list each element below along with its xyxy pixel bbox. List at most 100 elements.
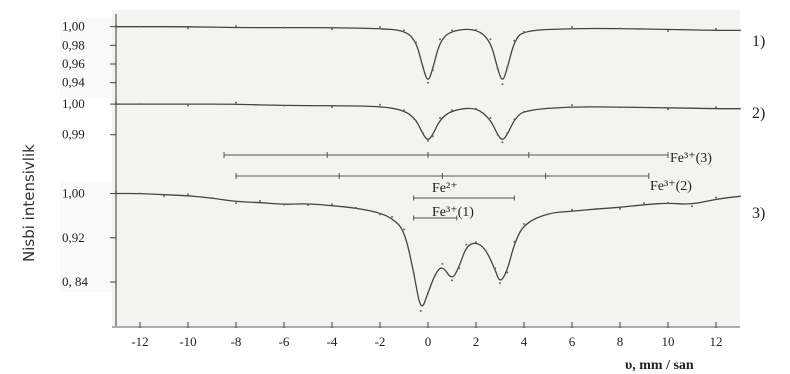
spectrum-3-point: [434, 274, 437, 277]
spectrum-1-point: [506, 66, 509, 69]
x-axis-label: υ, mm / san: [625, 358, 694, 373]
spectrum-3-point: [187, 193, 189, 196]
spectrum-2-point: [739, 107, 741, 110]
spectrum-3-point: [484, 249, 487, 252]
spectrum-2-point: [513, 118, 516, 121]
spectrum-1-point: [235, 25, 237, 28]
x-tick-label: -2: [375, 334, 386, 349]
spectrum-3-point: [547, 213, 549, 216]
spectrum-2-point: [715, 106, 717, 109]
spectrum-3-point: [595, 208, 597, 210]
ytick-panel-1: [60, 18, 112, 98]
y-tick-label: 0, 84: [62, 274, 89, 289]
y-tick-label: 0,92: [62, 230, 85, 245]
spectrum-1-point: [431, 69, 434, 72]
spectrum-1-point: [715, 27, 717, 30]
spectrum-1-point: [523, 30, 525, 33]
spectrum-2-point: [427, 139, 429, 142]
x-tick-label: 12: [710, 334, 723, 349]
spectrum-3-point: [494, 267, 497, 270]
spectrum-3-point: [499, 282, 501, 285]
spectrum-3-point: [715, 196, 717, 199]
spectrum-1-point: [331, 28, 333, 31]
x-tick-label: -12: [131, 334, 148, 349]
spectrum-1-label: 1): [752, 33, 765, 50]
spectrum-3-point: [441, 262, 444, 265]
spectrum-1-point: [475, 29, 477, 31]
spectrum-1-point: [501, 83, 504, 86]
spectrum-2-point: [667, 108, 669, 111]
spectrum-2-point: [451, 109, 453, 112]
spectrum-3-point: [259, 199, 261, 202]
y-tick-label: 0,96: [62, 56, 85, 71]
annotation-label: Fe³⁺(2): [650, 179, 692, 194]
spectrum-1-point: [422, 66, 425, 69]
x-tick-label: 6: [569, 334, 576, 349]
annotation-label: Fe³⁺(1): [432, 205, 474, 220]
spectrum-1-point: [379, 26, 381, 28]
spectrum-3-point: [739, 195, 741, 198]
spectrum-2-point: [506, 132, 509, 135]
spectrum-3-point: [412, 271, 415, 274]
spectrum-2-line: [116, 103, 740, 140]
spectrum-2-point: [235, 101, 237, 104]
x-tick-label: 10: [662, 334, 675, 349]
spectrum-3-point: [619, 207, 621, 210]
spectrum-2-point: [571, 104, 573, 107]
spectrum-3-point: [691, 205, 693, 208]
ytick-panel-3: [60, 182, 112, 292]
spectrum-1-point: [403, 29, 405, 32]
spectrum-2-point: [501, 141, 504, 144]
spectrum-3-point: [506, 271, 509, 274]
spectrum-3-point: [115, 191, 117, 193]
spectrum-2-point: [489, 116, 492, 119]
spectrum-3-point: [307, 204, 309, 206]
x-tick-label: 4: [521, 334, 528, 349]
x-tick-label: -6: [279, 334, 290, 349]
spectrum-3-point: [523, 223, 525, 225]
spectrum-2-point: [523, 110, 525, 113]
spectrum-3-point: [379, 213, 381, 216]
spectrum-2-point: [619, 106, 621, 109]
spectrum-1-point: [115, 24, 117, 27]
spectrum-3-point: [458, 267, 461, 270]
spectrum-3-point: [427, 292, 429, 295]
y-tick-label: 1,00: [62, 186, 85, 201]
y-tick-label: 0,99: [62, 127, 85, 142]
x-tick-label: 0: [425, 334, 432, 349]
x-tick-label: 8: [617, 334, 624, 349]
spectrum-1-point: [187, 27, 189, 30]
spectrum-3-point: [235, 202, 237, 205]
spectrum-1-point: [489, 38, 492, 41]
spectrum-2-point: [187, 104, 189, 107]
spectrum-3-point: [283, 203, 285, 206]
spectrum-3-point: [451, 279, 453, 282]
spectrum-1-point: [571, 26, 573, 28]
y-tick-label: 1,00: [62, 96, 85, 111]
spectrum-1-point: [496, 67, 499, 70]
spectrum-2-point: [439, 116, 441, 119]
spectrum-2-point: [139, 103, 141, 106]
spectrum-3-point: [513, 240, 516, 243]
spectrum-1-point: [283, 26, 285, 29]
spectrum-3-point: [139, 192, 141, 195]
spectrum-3-point: [643, 202, 645, 205]
spectrum-3-line: [115, 192, 741, 307]
y-axis-label: Nisbi intensivlik: [20, 144, 38, 262]
spectrum-3-point: [465, 243, 468, 246]
spectrum-2-point: [415, 119, 417, 122]
spectrum-3-point: [571, 208, 573, 211]
plot-background: [112, 10, 740, 328]
y-tick-label: 0,98: [62, 37, 85, 52]
y-tick-label: 0,94: [62, 75, 85, 90]
spectrum-3-point: [475, 241, 477, 244]
spectrum-2-point: [422, 132, 425, 135]
spectrum-2-point: [496, 133, 499, 136]
spectrum-3-point: [331, 203, 333, 206]
spectrum-1-line: [116, 26, 740, 80]
spectrum-1-point: [439, 38, 441, 41]
x-tick-label: -10: [179, 334, 196, 349]
spectrum-3-point: [355, 206, 357, 209]
spectrum-2-point: [403, 109, 405, 112]
